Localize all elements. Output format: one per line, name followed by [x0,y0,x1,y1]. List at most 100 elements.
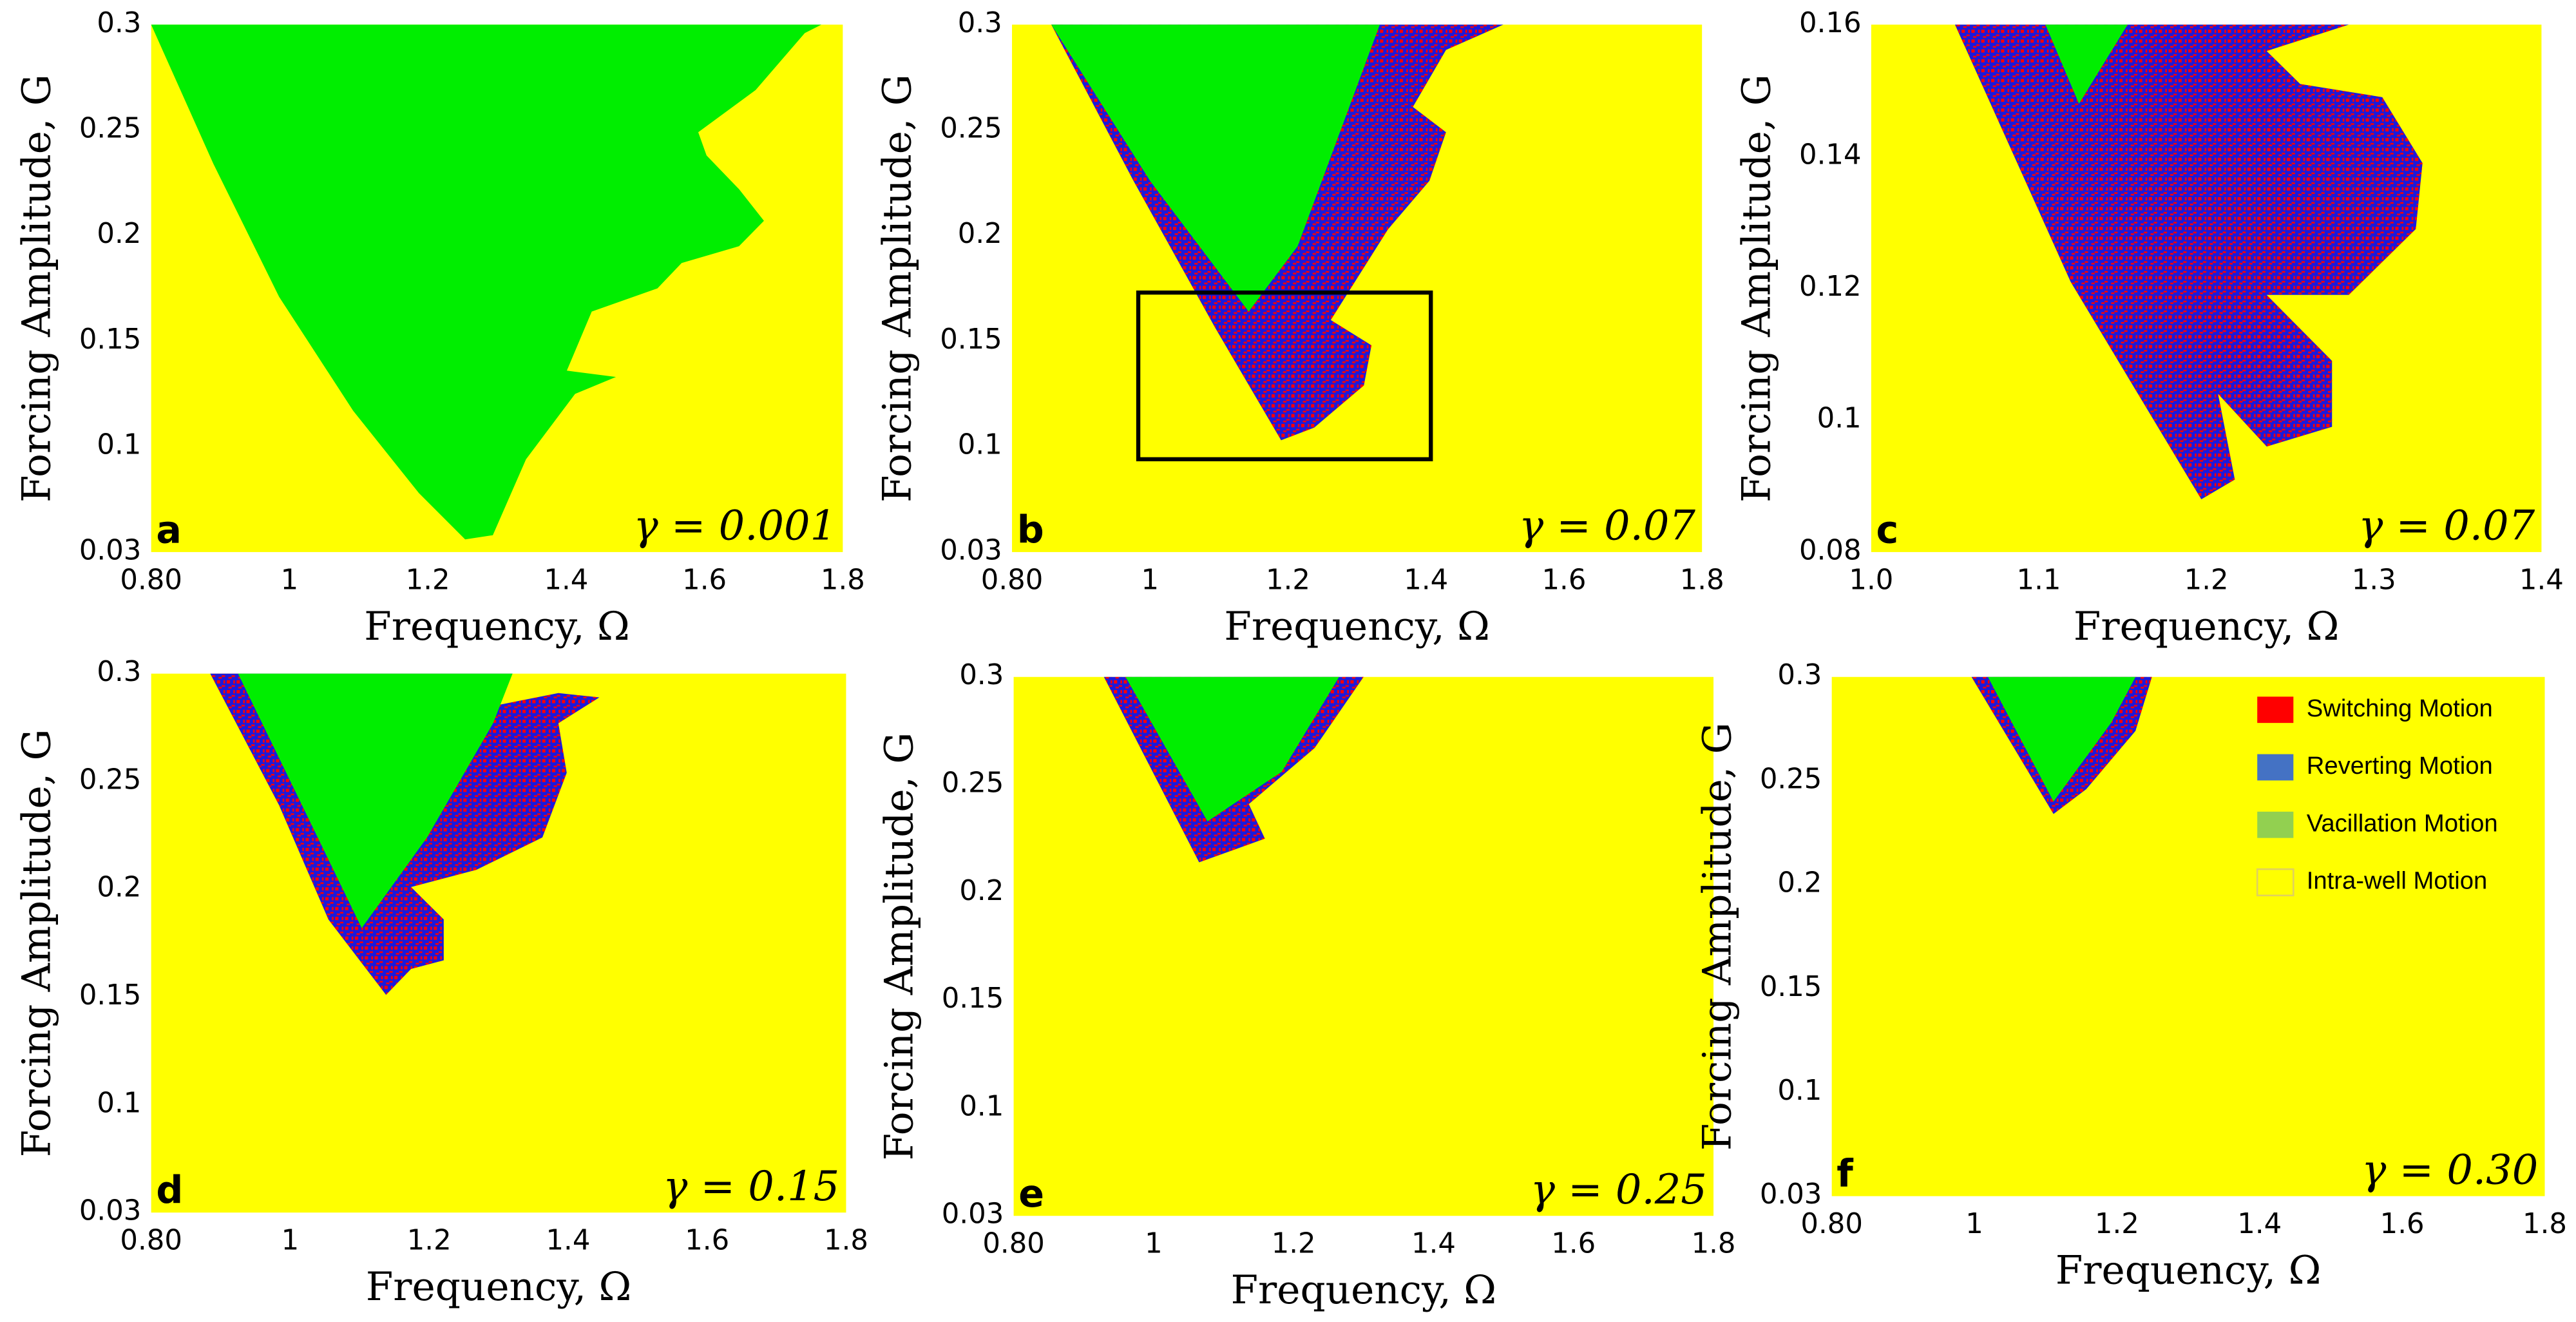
y-tick-label: 0.1 [959,1090,1004,1122]
y-tick-label: 0.03 [942,1198,1004,1231]
gamma-annotation: γ = 0.15 [663,1163,839,1211]
y-tick-label: 0.15 [940,323,1002,356]
x-axis-label: Frequency, Ω [2056,1248,2321,1294]
panel-label: d [156,1169,183,1212]
x-tick-label: 1 [1141,564,1159,596]
plot-background [1831,676,2545,1196]
region-speckle [1954,24,2423,500]
x-tick-label: 1.6 [682,564,727,596]
x-tick-label: 1.1 [2017,564,2061,596]
x-tick-label: 1.4 [546,1225,590,1257]
y-tick-label: 0.1 [97,429,141,461]
plot-background [1013,676,1714,1216]
y-tick-label: 0.3 [958,7,1002,39]
legend-label: Switching Motion [2307,695,2493,722]
x-tick-label: 1.4 [1411,1228,1456,1260]
x-tick-label: 1.6 [1541,564,1586,596]
y-axis-label: Forcing Amplitude, G [14,729,59,1158]
y-tick-label: 0.2 [958,218,1002,250]
y-axis-label: Forcing Amplitude, G [875,74,921,503]
x-tick-label: 0.80 [120,1225,182,1257]
y-tick-label: 0.12 [1799,271,1862,303]
y-tick-label: 0.2 [97,218,141,250]
panel-label: a [156,508,182,551]
panel: 1.0 1.1 1.2 1.3 1.4 0.08 0.1 0.12 0.14 0.16 Freque… [1734,7,2564,649]
y-tick-label: 0.16 [1799,7,1862,39]
y-tick-label: 0.25 [942,767,1004,800]
y-tick-label: 0.15 [942,982,1004,1015]
gamma-annotation: γ = 0.25 [1531,1166,1707,1214]
legend-swatch [2257,811,2294,838]
x-tick-label: 1.2 [2095,1208,2139,1240]
y-tick-label: 0.03 [940,534,1002,566]
y-tick-label: 0.1 [1817,403,1862,435]
gamma-annotation: γ = 0.001 [634,503,837,550]
y-tick-label: 0.25 [79,763,142,796]
x-tick-label: 1 [1145,1228,1163,1260]
y-axis-label: Forcing Amplitude, G [14,74,59,503]
x-tick-label: 1.2 [2184,564,2229,596]
region [151,24,822,540]
panel-label: f [1837,1152,1854,1196]
x-tick-label: 1.3 [2352,564,2396,596]
y-tick-label: 0.03 [79,534,142,566]
gamma-annotation: γ = 0.07 [1519,503,1695,550]
x-tick-label: 1.4 [544,564,588,596]
y-tick-label: 0.1 [958,429,1002,461]
x-tick-label: 1.4 [2519,564,2564,596]
x-tick-label: 0.80 [1800,1208,1863,1240]
gamma-annotation: γ = 0.07 [2358,503,2535,550]
x-tick-label: 0.80 [120,564,182,596]
legend-swatch [2257,754,2294,781]
legend-swatch [2257,696,2294,723]
y-tick-label: 0.2 [97,872,141,904]
x-tick-label: 1.8 [2523,1208,2567,1240]
panel-label: e [1018,1172,1044,1216]
x-axis-label: Frequency, Ω [1224,604,1489,649]
panel: 0.80 1 1.2 1.4 1.6 1.8 0.03 0.1 0.15 0.2 0.25 0.3 Fr… [14,7,864,649]
y-axis-label: Forcing Amplitude, G [1734,74,1780,503]
y-tick-label: 0.25 [79,112,142,144]
x-axis-label: Frequency, Ω [1231,1267,1496,1313]
x-axis-label: Frequency, Ω [2074,604,2339,649]
y-tick-label: 0.1 [1777,1075,1822,1107]
gamma-annotation: γ = 0.30 [2361,1146,2538,1194]
y-tick-label: 0.03 [1760,1178,1822,1211]
panel: 0.80 1 1.2 1.4 1.6 1.8 0.03 0.1 0.15 0.2 0.25 0.3 Fr… [1694,659,2567,1293]
x-tick-label: 1.6 [1551,1228,1596,1260]
region [2045,24,2128,104]
region [238,673,513,928]
x-tick-label: 1.2 [406,564,450,596]
x-axis-label: Frequency, Ω [366,1264,631,1310]
x-axis-label: Frequency, Ω [364,604,629,649]
y-tick-label: 0.3 [97,7,141,39]
y-tick-label: 0.3 [97,656,141,688]
x-tick-label: 1.2 [1272,1228,1316,1260]
y-axis-label: Forcing Amplitude, G [1694,722,1740,1151]
y-tick-label: 0.08 [1799,534,1862,566]
y-tick-label: 0.3 [1777,659,1822,691]
y-axis-label: Forcing Amplitude, G [876,733,922,1161]
panel-label: b [1017,508,1044,551]
x-tick-label: 0.80 [981,564,1044,596]
x-tick-label: 0.80 [982,1228,1045,1260]
x-tick-label: 1.8 [824,1225,868,1257]
y-tick-label: 0.15 [1760,971,1822,1003]
legend-label: Intra-well Motion [2307,867,2488,895]
x-tick-label: 1.8 [1680,564,1724,596]
y-tick-label: 0.14 [1799,139,1862,171]
y-tick-label: 0.03 [79,1195,142,1227]
region [1051,24,1380,312]
x-tick-label: 1 [281,564,299,596]
y-tick-label: 0.25 [1760,763,1822,795]
legend-swatch [2256,868,2295,897]
x-tick-label: 1.8 [1692,1228,1736,1260]
y-tick-label: 0.15 [79,979,142,1011]
region [1988,676,2136,802]
y-tick-label: 0.25 [940,112,1002,144]
region [1125,676,1339,821]
panel: 0.80 1 1.2 1.4 1.6 1.8 0.03 0.1 0.15 0.2 0.25 0.3 Fr… [14,656,868,1310]
x-tick-label: 1 [1965,1208,1983,1240]
y-tick-label: 0.15 [79,323,142,356]
